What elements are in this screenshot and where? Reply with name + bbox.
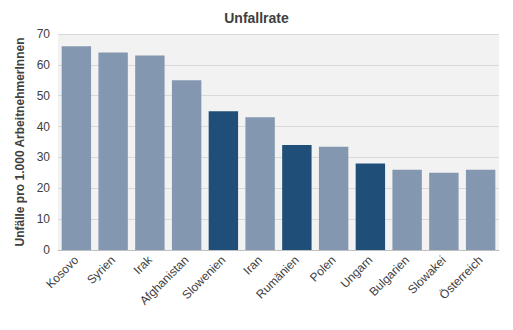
svg-text:Unfälle pro 1.000 Arbeitnehmer: Unfälle pro 1.000 ArbeitnehmerInnen	[13, 38, 27, 247]
svg-text:70: 70	[37, 27, 51, 41]
svg-text:Kosovo: Kosovo	[43, 253, 81, 291]
svg-text:40: 40	[37, 120, 51, 134]
svg-text:Ungarn: Ungarn	[337, 253, 376, 291]
svg-text:Irak: Irak	[131, 252, 156, 277]
svg-text:Polen: Polen	[307, 253, 339, 285]
svg-text:Unfallrate: Unfallrate	[224, 10, 289, 26]
svg-text:60: 60	[37, 58, 51, 72]
svg-text:Syrien: Syrien	[84, 253, 118, 287]
svg-text:Slowakei: Slowakei	[405, 253, 449, 297]
svg-text:Österreich: Österreich	[437, 253, 486, 302]
svg-text:Afghanistan: Afghanistan	[137, 253, 192, 308]
svg-text:Rumänien: Rumänien	[253, 253, 302, 302]
svg-text:Bulgarien: Bulgarien	[366, 253, 412, 299]
svg-text:Slowenien: Slowenien	[179, 253, 228, 302]
svg-text:30: 30	[37, 150, 51, 164]
svg-text:Iran: Iran	[241, 253, 266, 278]
svg-text:20: 20	[37, 181, 51, 195]
svg-text:0: 0	[43, 243, 50, 257]
svg-text:10: 10	[37, 212, 51, 226]
svg-text:50: 50	[37, 89, 51, 103]
